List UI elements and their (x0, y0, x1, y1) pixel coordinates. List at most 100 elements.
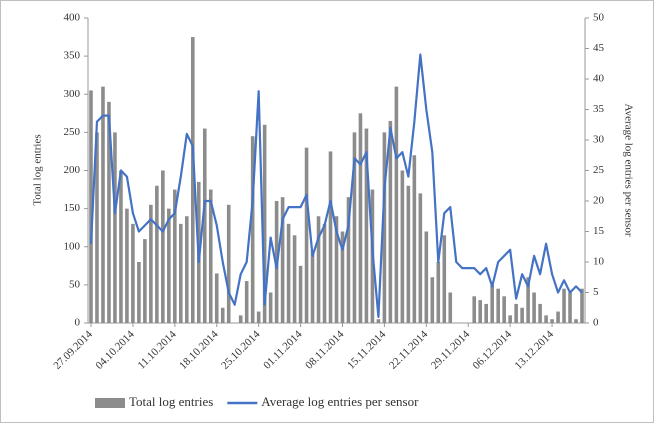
bar (412, 155, 417, 323)
bar (568, 292, 572, 323)
bar (280, 197, 285, 323)
bar (292, 235, 297, 323)
bar (214, 273, 219, 323)
bar (89, 90, 93, 323)
bar (394, 86, 399, 323)
bar (424, 231, 429, 323)
bar (382, 132, 387, 323)
x-tick-label: 29.11.2014 (429, 328, 473, 372)
y2-tick-label: 45 (593, 42, 605, 54)
bar (562, 288, 566, 323)
bar (328, 151, 333, 323)
y-axis-title: Total log entries (32, 134, 44, 205)
bar (430, 277, 435, 323)
bar (556, 311, 560, 323)
y2-tick-label: 40 (593, 73, 605, 85)
x-tick-label: 15.11.2014 (345, 328, 389, 372)
bar (574, 319, 578, 323)
bar (268, 292, 273, 323)
bar (238, 315, 243, 323)
bar (334, 216, 339, 323)
bar (262, 124, 267, 323)
x-tick-label: 08.11.2014 (303, 328, 347, 372)
y-tick-label: 350 (64, 50, 81, 62)
bar (161, 170, 165, 323)
bar (514, 303, 518, 323)
bar (155, 185, 159, 323)
y2-tick-label: 5 (593, 286, 599, 298)
bar (448, 292, 453, 323)
bar (113, 132, 117, 323)
bar (484, 303, 488, 323)
x-tick-label: 01.11.2014 (261, 328, 305, 372)
bar (179, 223, 183, 323)
bar (131, 223, 135, 323)
bar (496, 288, 500, 323)
bar (286, 223, 291, 323)
bar (322, 223, 327, 323)
bar (304, 147, 309, 323)
x-tick-label: 25.10.2014 (219, 328, 263, 372)
bar (532, 292, 536, 323)
bar (125, 208, 129, 323)
y-tick-label: 100 (64, 240, 81, 252)
bar (520, 307, 524, 323)
bar (376, 319, 381, 323)
line (89, 53, 583, 318)
bar (244, 281, 249, 323)
y2-tick-label: 10 (593, 256, 605, 268)
bar (208, 189, 213, 323)
bar (107, 101, 111, 323)
bar (346, 197, 351, 323)
bar (226, 204, 231, 323)
bar (508, 315, 512, 323)
x-tick-label: 27.09.2014 (51, 328, 95, 372)
y2-tick-label: 30 (593, 134, 605, 146)
bar (538, 303, 542, 323)
bar (472, 296, 477, 323)
y2-tick-label: 50 (593, 12, 605, 24)
bar (544, 315, 548, 323)
y-tick-label: 300 (64, 88, 81, 100)
y-tick-label: 0 (75, 317, 81, 329)
bar (352, 132, 357, 323)
bar (580, 288, 584, 323)
bar (220, 307, 225, 323)
bar (490, 284, 494, 323)
y2-axis-title: Average log entries per sensor (622, 104, 634, 237)
x-tick-label: 04.10.2014 (93, 328, 137, 372)
x-tick-label: 06.12.2014 (471, 328, 515, 372)
bar (167, 208, 171, 323)
bar (526, 277, 530, 323)
bar (550, 319, 554, 323)
bar (436, 262, 441, 323)
bar (256, 311, 261, 323)
bar (358, 113, 363, 323)
x-tick-label: 11.10.2014 (136, 328, 180, 372)
x-tick-label: 18.10.2014 (177, 328, 221, 372)
y2-tick-label: 20 (593, 195, 605, 207)
y-tick-label: 200 (64, 164, 81, 176)
bar (406, 185, 411, 323)
legend-swatch (95, 398, 125, 408)
x-tick-label: 22.11.2014 (387, 328, 431, 372)
bar (442, 235, 447, 323)
legend-label: Total log entries (129, 394, 213, 409)
bar (143, 239, 147, 323)
bar (478, 300, 483, 323)
bar (119, 170, 123, 323)
bar (250, 136, 255, 323)
bar (388, 120, 393, 323)
bar (202, 128, 207, 323)
y2-tick-label: 15 (593, 225, 605, 237)
bar (149, 204, 153, 323)
bar (340, 231, 345, 323)
y2-tick-label: 0 (593, 317, 599, 329)
bar (95, 132, 99, 323)
bar (190, 37, 195, 323)
bar (173, 189, 177, 323)
bar (310, 250, 315, 323)
y2-tick-label: 35 (593, 103, 605, 115)
y-tick-label: 50 (69, 278, 81, 290)
